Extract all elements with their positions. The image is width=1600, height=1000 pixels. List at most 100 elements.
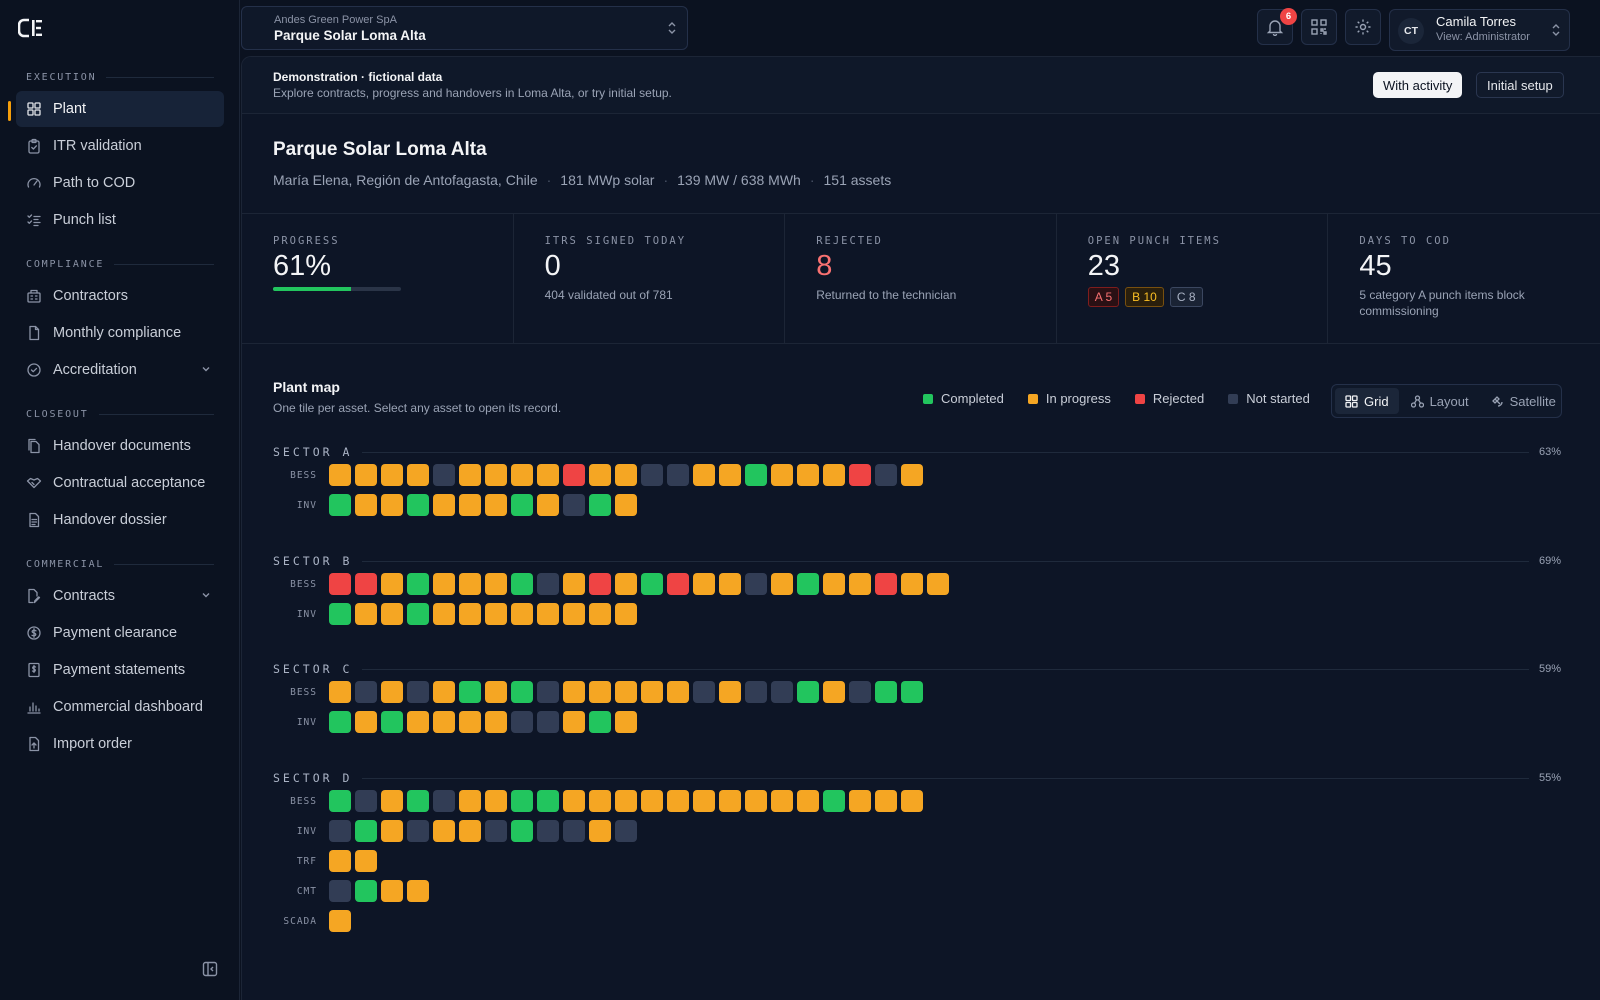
ce-logo-icon[interactable] — [18, 17, 44, 39]
settings-button[interactable] — [1345, 9, 1381, 45]
asset-tile-in-progress[interactable] — [719, 681, 741, 703]
asset-tile-in-progress[interactable] — [797, 790, 819, 812]
asset-tile-in-progress[interactable] — [459, 603, 481, 625]
asset-tile-completed[interactable] — [589, 711, 611, 733]
asset-tile-in-progress[interactable] — [849, 573, 871, 595]
asset-tile-completed[interactable] — [797, 573, 819, 595]
asset-tile-in-progress[interactable] — [615, 464, 637, 486]
asset-tile-in-progress[interactable] — [823, 681, 845, 703]
asset-tile-in-progress[interactable] — [615, 790, 637, 812]
initial-setup-button[interactable]: Initial setup — [1476, 72, 1564, 98]
asset-tile-in-progress[interactable] — [329, 681, 351, 703]
asset-tile-in-progress[interactable] — [901, 573, 923, 595]
asset-tile-completed[interactable] — [329, 494, 351, 516]
sidebar-item-handover-dossier[interactable]: Handover dossier — [16, 502, 224, 538]
view-satellite-button[interactable]: Satellite — [1481, 388, 1566, 414]
asset-tile-in-progress[interactable] — [563, 711, 585, 733]
asset-tile-in-progress[interactable] — [823, 464, 845, 486]
asset-tile-in-progress[interactable] — [901, 790, 923, 812]
asset-tile-not-started[interactable] — [355, 790, 377, 812]
asset-tile-in-progress[interactable] — [537, 464, 559, 486]
asset-tile-completed[interactable] — [511, 820, 533, 842]
asset-tile-not-started[interactable] — [355, 681, 377, 703]
asset-tile-not-started[interactable] — [433, 790, 455, 812]
asset-tile-completed[interactable] — [381, 711, 403, 733]
asset-tile-in-progress[interactable] — [485, 681, 507, 703]
asset-tile-not-started[interactable] — [407, 820, 429, 842]
asset-tile-in-progress[interactable] — [667, 790, 689, 812]
asset-tile-not-started[interactable] — [407, 681, 429, 703]
asset-tile-in-progress[interactable] — [381, 820, 403, 842]
asset-tile-not-started[interactable] — [667, 464, 689, 486]
asset-tile-rejected[interactable] — [589, 573, 611, 595]
sidebar-item-commercial-dashboard[interactable]: Commercial dashboard — [16, 689, 224, 725]
asset-tile-in-progress[interactable] — [355, 711, 377, 733]
asset-tile-in-progress[interactable] — [537, 494, 559, 516]
asset-tile-in-progress[interactable] — [433, 573, 455, 595]
asset-tile-in-progress[interactable] — [355, 464, 377, 486]
asset-tile-completed[interactable] — [641, 573, 663, 595]
asset-tile-not-started[interactable] — [693, 681, 715, 703]
asset-tile-in-progress[interactable] — [719, 573, 741, 595]
asset-tile-in-progress[interactable] — [485, 603, 507, 625]
asset-tile-in-progress[interactable] — [563, 573, 585, 595]
asset-tile-not-started[interactable] — [511, 711, 533, 733]
asset-tile-not-started[interactable] — [537, 711, 559, 733]
asset-tile-in-progress[interactable] — [641, 681, 663, 703]
asset-tile-completed[interactable] — [407, 603, 429, 625]
asset-tile-in-progress[interactable] — [875, 790, 897, 812]
asset-tile-in-progress[interactable] — [459, 711, 481, 733]
sidebar-item-payment-clearance[interactable]: Payment clearance — [16, 615, 224, 651]
asset-tile-not-started[interactable] — [745, 681, 767, 703]
asset-tile-in-progress[interactable] — [433, 820, 455, 842]
sidebar-item-itr-validation[interactable]: ITR validation — [16, 128, 224, 164]
asset-tile-rejected[interactable] — [355, 573, 377, 595]
asset-tile-in-progress[interactable] — [927, 573, 949, 595]
asset-tile-in-progress[interactable] — [615, 603, 637, 625]
asset-tile-in-progress[interactable] — [381, 880, 403, 902]
asset-tile-in-progress[interactable] — [563, 603, 585, 625]
asset-tile-in-progress[interactable] — [719, 790, 741, 812]
asset-tile-completed[interactable] — [875, 681, 897, 703]
view-layout-button[interactable]: Layout — [1401, 388, 1479, 414]
asset-tile-in-progress[interactable] — [537, 603, 559, 625]
asset-tile-in-progress[interactable] — [407, 711, 429, 733]
asset-tile-in-progress[interactable] — [667, 681, 689, 703]
asset-tile-completed[interactable] — [511, 494, 533, 516]
asset-tile-not-started[interactable] — [485, 820, 507, 842]
sidebar-item-contracts[interactable]: Contracts — [16, 578, 224, 614]
asset-tile-not-started[interactable] — [849, 681, 871, 703]
user-menu[interactable]: CT Camila Torres View: Administrator — [1389, 9, 1570, 51]
asset-tile-completed[interactable] — [537, 790, 559, 812]
asset-tile-completed[interactable] — [329, 790, 351, 812]
collapse-sidebar-icon[interactable] — [202, 961, 218, 977]
asset-tile-in-progress[interactable] — [329, 464, 351, 486]
with-activity-button[interactable]: With activity — [1373, 72, 1463, 98]
asset-tile-in-progress[interactable] — [693, 573, 715, 595]
punch-tag-b[interactable]: B 10 — [1125, 287, 1164, 307]
sidebar-item-contractors[interactable]: Contractors — [16, 278, 224, 314]
asset-tile-completed[interactable] — [355, 820, 377, 842]
sidebar-item-payment-statements[interactable]: Payment statements — [16, 652, 224, 688]
asset-tile-in-progress[interactable] — [589, 681, 611, 703]
asset-tile-not-started[interactable] — [433, 464, 455, 486]
asset-tile-in-progress[interactable] — [641, 790, 663, 812]
asset-tile-in-progress[interactable] — [615, 711, 637, 733]
site-selector[interactable]: Andes Green Power SpA Parque Solar Loma … — [241, 6, 688, 50]
asset-tile-in-progress[interactable] — [485, 790, 507, 812]
asset-tile-not-started[interactable] — [537, 681, 559, 703]
asset-tile-in-progress[interactable] — [329, 910, 351, 932]
asset-tile-not-started[interactable] — [563, 820, 585, 842]
asset-tile-in-progress[interactable] — [381, 790, 403, 812]
asset-tile-not-started[interactable] — [875, 464, 897, 486]
asset-tile-in-progress[interactable] — [381, 681, 403, 703]
sidebar-item-monthly-compliance[interactable]: Monthly compliance — [16, 315, 224, 351]
asset-tile-completed[interactable] — [407, 573, 429, 595]
asset-tile-in-progress[interactable] — [459, 464, 481, 486]
asset-tile-in-progress[interactable] — [355, 603, 377, 625]
asset-tile-in-progress[interactable] — [459, 573, 481, 595]
asset-tile-in-progress[interactable] — [433, 681, 455, 703]
asset-tile-in-progress[interactable] — [381, 573, 403, 595]
asset-tile-in-progress[interactable] — [407, 464, 429, 486]
qr-scan-button[interactable] — [1301, 9, 1337, 45]
